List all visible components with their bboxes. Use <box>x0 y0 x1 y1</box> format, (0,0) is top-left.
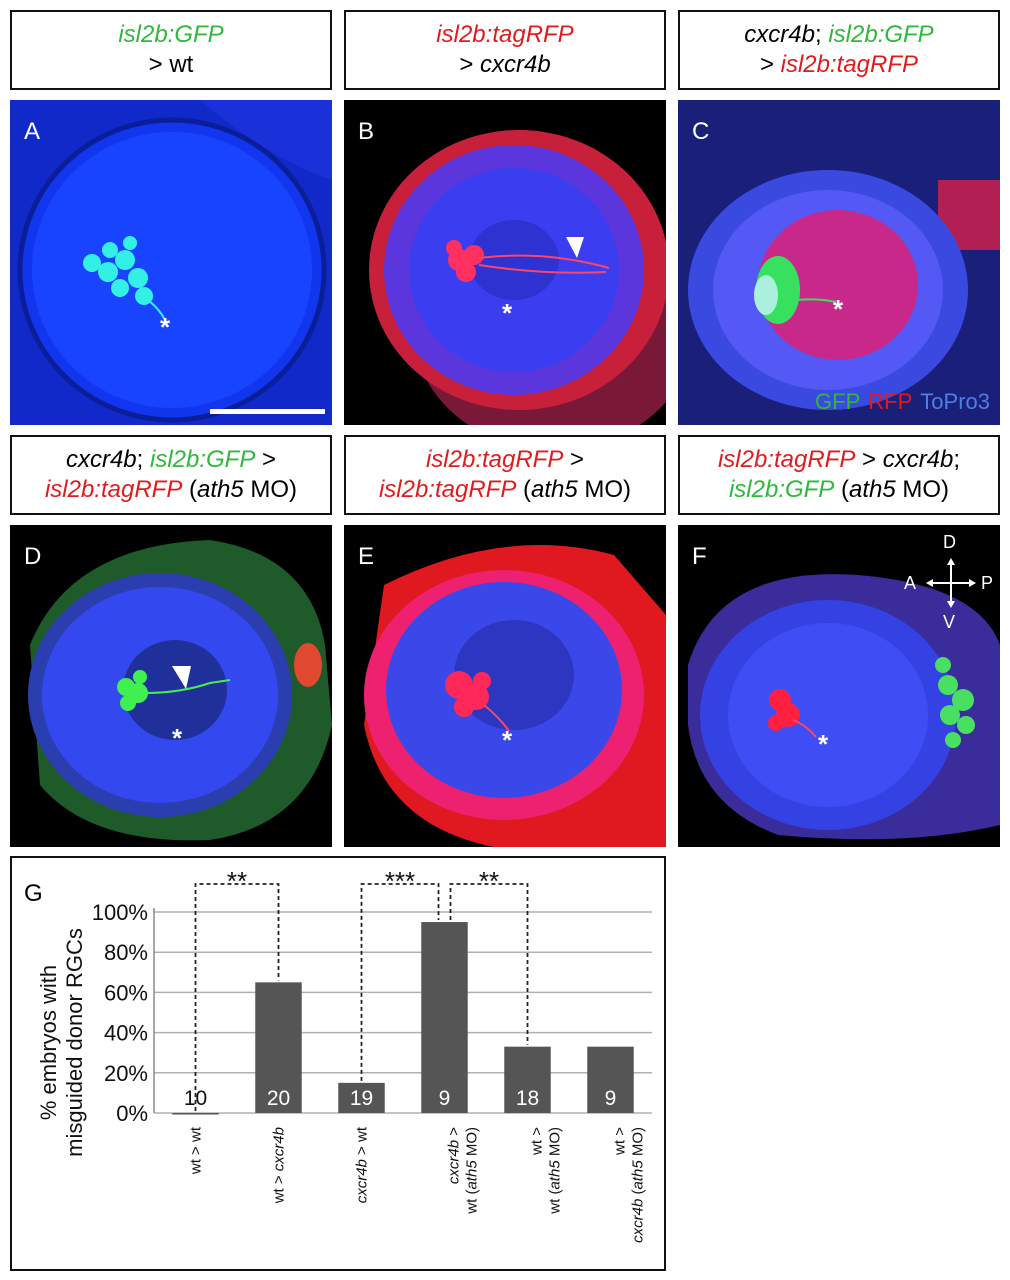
x-tick-label: wt > wt <box>188 1126 205 1175</box>
bar-count-label: 19 <box>350 1087 373 1110</box>
bar-chart-panel: G 0% 20% 40% 60% 80% 100%% embryos withmisgui… <box>10 856 666 1271</box>
eye-image <box>678 100 1000 425</box>
significance-bracket <box>360 883 440 1081</box>
y-tick-label: 100% <box>92 900 148 925</box>
mutant-label: cxcr4b <box>882 446 954 473</box>
x-tick-label: wt >cxcr4b (ath5 MO) <box>612 1127 647 1243</box>
genotype-label: isl2b:tagRFP <box>44 476 183 503</box>
bar <box>504 1046 551 1113</box>
genotype-label: isl2b:tagRFP <box>780 51 919 78</box>
panel-label: E <box>358 543 375 570</box>
asterisk-marker: * <box>502 298 513 328</box>
genotype-label: isl2b:GFP <box>149 446 256 473</box>
channel-legend: GFP RFP ToPro3 <box>815 389 990 414</box>
asterisk-marker: * <box>833 294 844 324</box>
panel-label: B <box>358 118 375 145</box>
bar-count-label: 9 <box>605 1087 617 1110</box>
x-tick-label: wt > cxcr4b <box>271 1127 288 1204</box>
morpholino-label: ath5 <box>531 476 578 503</box>
mutant-label: cxcr4b <box>744 21 815 48</box>
header-d: cxcr4b; isl2b:GFP > isl2b:tagRFP (ath5 M… <box>10 435 332 515</box>
micrograph-a: A * <box>10 100 332 425</box>
panel-label: D <box>24 543 42 570</box>
bar <box>172 1113 219 1115</box>
header-line: > wt <box>148 51 194 78</box>
header-e: isl2b:tagRFP > isl2b:tagRFP (ath5 MO) <box>344 435 666 515</box>
significance-label: ** <box>227 866 247 896</box>
y-axis-label: % embryos withmisguided donor RGCs <box>36 928 87 1157</box>
bar-chart: 0% 20% 40% 60% 80% 100%% embryos withmisguide… <box>36 866 652 1243</box>
morpholino-label: ath5 <box>849 476 896 503</box>
eye-image <box>28 540 332 841</box>
y-tick-label: 80% <box>104 940 148 965</box>
y-tick-label: 0% <box>116 1101 148 1126</box>
eye-image <box>369 130 666 425</box>
genotype-label: isl2b:tagRFP <box>378 476 517 503</box>
eye-image <box>10 100 332 425</box>
morpholino-label: ath5 <box>197 476 244 503</box>
genotype-label: isl2b:GFP <box>118 21 224 48</box>
x-tick-label: cxcr4b > wt <box>354 1126 371 1203</box>
bar <box>255 982 302 1113</box>
header-a: isl2b:GFP > wt <box>10 10 332 90</box>
asterisk-marker: * <box>502 725 513 755</box>
micrograph-c: C * GFP RFP ToPro3 <box>678 100 1000 425</box>
bar-count-label: 18 <box>516 1087 539 1110</box>
y-tick-label: 40% <box>104 1021 148 1046</box>
genotype-label: isl2b:tagRFP <box>717 446 856 473</box>
asterisk-marker: * <box>818 729 829 759</box>
asterisk-marker: * <box>172 723 183 753</box>
scale-bar <box>210 409 325 414</box>
micrograph-e: E * <box>344 525 666 847</box>
x-tick-label: cxcr4b >wt (ath5 MO) <box>446 1127 481 1215</box>
genotype-label: isl2b:tagRFP <box>425 446 564 473</box>
eye-image <box>688 574 1000 840</box>
significance-label: ** <box>479 866 499 896</box>
bar <box>421 922 468 1113</box>
bar <box>587 1046 634 1113</box>
asterisk-marker: * <box>160 312 171 342</box>
compass-icon: D V A P <box>904 532 994 632</box>
header-f: isl2b:tagRFP > cxcr4b; isl2b:GFP (ath5 M… <box>678 435 1000 515</box>
x-tick-label: wt >wt (ath5 MO) <box>529 1127 564 1215</box>
arrowhead-marker <box>566 237 584 258</box>
significance-label: *** <box>385 866 415 896</box>
panel-label: F <box>692 543 707 570</box>
bar-count-label: 10 <box>184 1087 207 1110</box>
panel-label: G <box>24 880 43 907</box>
bar-count-label: 20 <box>267 1087 290 1110</box>
genotype-label: isl2b:tagRFP <box>436 21 574 48</box>
micrograph-f: F * <box>678 525 1000 847</box>
arrowhead-marker <box>172 666 191 689</box>
genotype-label: isl2b:GFP <box>828 21 934 48</box>
micrograph-b: B * <box>344 100 666 425</box>
bar-count-label: 9 <box>439 1087 451 1110</box>
header-b: isl2b:tagRFP > cxcr4b <box>344 10 666 90</box>
mutant-label: cxcr4b <box>65 446 137 473</box>
bar <box>338 1082 385 1113</box>
genotype-label: isl2b:GFP <box>728 476 835 503</box>
y-tick-label: 20% <box>104 1061 148 1086</box>
micrograph-d: D * <box>10 525 332 847</box>
y-tick-label: 60% <box>104 980 148 1005</box>
significance-bracket <box>194 883 280 1111</box>
panel-label: A <box>24 118 41 145</box>
eye-image <box>364 545 666 847</box>
header-c: cxcr4b; isl2b:GFP > isl2b:tagRFP <box>678 10 1000 90</box>
panel-label: C <box>692 118 710 145</box>
mutant-label: cxcr4b <box>480 51 551 78</box>
